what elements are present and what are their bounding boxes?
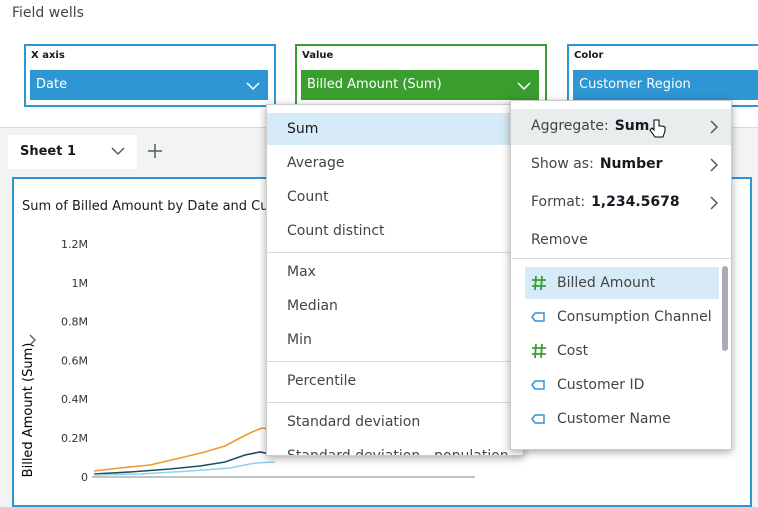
menu-item[interactable]: Max [287, 264, 316, 280]
option-value: 1,234.5678 [591, 194, 680, 210]
menu-item[interactable]: Percentile [287, 373, 357, 389]
field-menu: Aggregate: Sum Show as: Number Format: 1,234.… [510, 100, 732, 450]
expand-chevron[interactable] [29, 334, 36, 346]
panel-title: Field wells [12, 5, 84, 21]
menu-option[interactable]: Aggregate: Sum [511, 109, 731, 145]
sheet-name: Sheet 1 [20, 144, 77, 159]
menu-option[interactable]: Remove [511, 223, 731, 259]
option-value: Sum [614, 118, 650, 134]
menu-item[interactable]: Average [287, 155, 345, 171]
well-dropdown[interactable]: Billed Amount (Sum) [301, 70, 539, 100]
field-item[interactable]: Cost [525, 335, 719, 367]
chevron-path [246, 82, 260, 91]
menu-item[interactable]: Sum [267, 113, 511, 145]
option-label: Remove [531, 232, 588, 248]
field-item[interactable]: Customer ID [525, 369, 719, 401]
field-name: Consumption Channel [557, 309, 712, 325]
y-axis-label: Billed Amount (Sum) [21, 343, 36, 478]
cursor [649, 119, 666, 138]
field-item[interactable]: Billed Amount [525, 267, 719, 299]
field-well: Color Customer Region [567, 44, 758, 107]
separator [267, 361, 511, 362]
well-label: Color [574, 50, 604, 61]
field-name: Customer Name [557, 411, 671, 427]
sheet-tab[interactable]: Sheet 1 [8, 135, 137, 169]
series-line [93, 461, 276, 476]
scrollbar[interactable] [722, 266, 728, 351]
menu-item[interactable]: Standard deviation - population [287, 448, 509, 456]
option-value: Number [599, 156, 663, 172]
y-tick-label: 0.2M [61, 432, 88, 445]
field-item[interactable]: Customer Name [525, 403, 719, 435]
y-tick-label: 0.4M [61, 393, 88, 406]
field-icon [531, 380, 545, 390]
chevron-path [517, 82, 531, 91]
series-line [93, 427, 276, 472]
menu-item[interactable]: Count [287, 189, 329, 205]
well-value: Customer Region [579, 77, 691, 92]
y-tick-label: 1M [72, 277, 89, 290]
field-icon [531, 414, 545, 424]
field-icon [532, 275, 546, 291]
field-name: Billed Amount [557, 275, 656, 291]
measure-icon [532, 343, 546, 359]
menu-item[interactable]: Min [287, 332, 312, 348]
chevron [246, 82, 260, 91]
aggregate-menu: Sum Average Count Count distinct Max Median Mi… [266, 104, 524, 456]
well-value: Billed Amount (Sum) [307, 77, 442, 92]
chevron [710, 196, 719, 210]
menu-item[interactable]: Count distinct [287, 223, 385, 239]
well-label: Value [302, 50, 334, 61]
separator [511, 258, 731, 259]
field-well: X axis Date [24, 44, 276, 107]
y-tick-label: 0 [81, 471, 88, 484]
menu-item[interactable]: Standard deviation [287, 414, 421, 430]
field-icon [531, 312, 545, 322]
well-dropdown[interactable]: Date [30, 70, 268, 100]
chevron-path [710, 196, 719, 210]
option-label: Format: [531, 194, 586, 210]
well-label: X axis [31, 50, 65, 61]
well-value: Date [36, 77, 68, 92]
field-item[interactable]: Consumption Channel [525, 301, 719, 333]
field-icon [532, 343, 546, 359]
menu-option[interactable]: Show as: Number [511, 147, 731, 183]
well-dropdown[interactable]: Customer Region [573, 70, 758, 100]
chevron [517, 82, 531, 91]
measure-icon [532, 275, 546, 291]
dimension-icon [531, 380, 545, 390]
chevron [710, 158, 719, 172]
separator [267, 402, 511, 403]
dimension-icon [531, 414, 545, 424]
field-well: Value Billed Amount (Sum) [295, 44, 547, 107]
y-tick-label: 0.6M [61, 354, 88, 367]
field-name: Cost [557, 343, 589, 359]
chevron [710, 120, 719, 134]
chevron-path [710, 120, 719, 134]
chevron-path [710, 158, 719, 172]
separator [267, 252, 511, 253]
add-sheet[interactable] [147, 143, 163, 159]
option-label: Show as: [531, 156, 594, 172]
series-line [93, 451, 276, 475]
option-label: Aggregate: [531, 118, 609, 134]
visual-title: Sum of Billed Amount by Date and Cus [22, 199, 276, 214]
menu-option[interactable]: Format: 1,234.5678 [511, 185, 731, 221]
field-name: Customer ID [557, 377, 645, 393]
tab-chevron [111, 147, 125, 156]
menu-item[interactable]: Median [287, 298, 338, 314]
dimension-icon [531, 312, 545, 322]
y-tick-label: 0.8M [61, 316, 88, 329]
y-tick-label: 1.2M [61, 238, 88, 251]
